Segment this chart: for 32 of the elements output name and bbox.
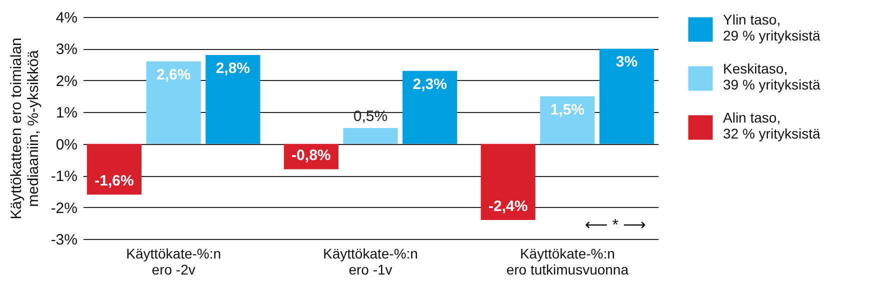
y-tick-label: 2%: [56, 72, 78, 90]
y-tick-label: 1%: [56, 104, 78, 122]
legend-label: Ylin taso, 29 % yrityksistä: [723, 12, 820, 44]
data-label: 1,5%: [550, 101, 585, 118]
data-label: 2,6%: [156, 66, 191, 84]
data-label: 2,3%: [412, 76, 447, 93]
y-tick-label: -2%: [50, 200, 78, 217]
legend-label: Alin taso, 32 % yrityksistä: [723, 110, 820, 142]
bar: [343, 128, 398, 144]
x-tick-label: Käyttökate-%:n ero -2v: [126, 246, 222, 278]
x-tick-label: Käyttökate-%:n ero tutkimusvuonna: [506, 246, 629, 278]
y-tick-label: -3%: [50, 232, 78, 248]
bar: [402, 70, 458, 144]
annotation: ⟵ * ⟶: [584, 217, 646, 234]
data-label: 3%: [616, 54, 638, 71]
data-label: 2,8%: [216, 60, 250, 78]
legend-label: Keskitaso, 39 % yrityksistä: [723, 60, 820, 92]
x-tick-label: Käyttökate-%:n ero -1v: [323, 246, 418, 278]
data-label: -2,4%: [488, 198, 528, 215]
y-tick-label: -1%: [50, 168, 78, 186]
bar: [146, 61, 201, 144]
y-axis-title: Käyttökatteen ero toimialan mediaaniin, %-yksikköä: [8, 38, 42, 220]
data-label: -0,8%: [292, 147, 331, 164]
bar: [540, 96, 595, 144]
bar: [480, 144, 536, 220]
y-tick-label: 0%: [56, 136, 78, 154]
y-tick-label: 4%: [56, 10, 78, 26]
y-tick-label: 3%: [56, 41, 78, 58]
bar: [86, 144, 142, 195]
bar: [206, 55, 260, 144]
data-label: -1,6%: [94, 172, 134, 190]
bar: [599, 48, 654, 144]
